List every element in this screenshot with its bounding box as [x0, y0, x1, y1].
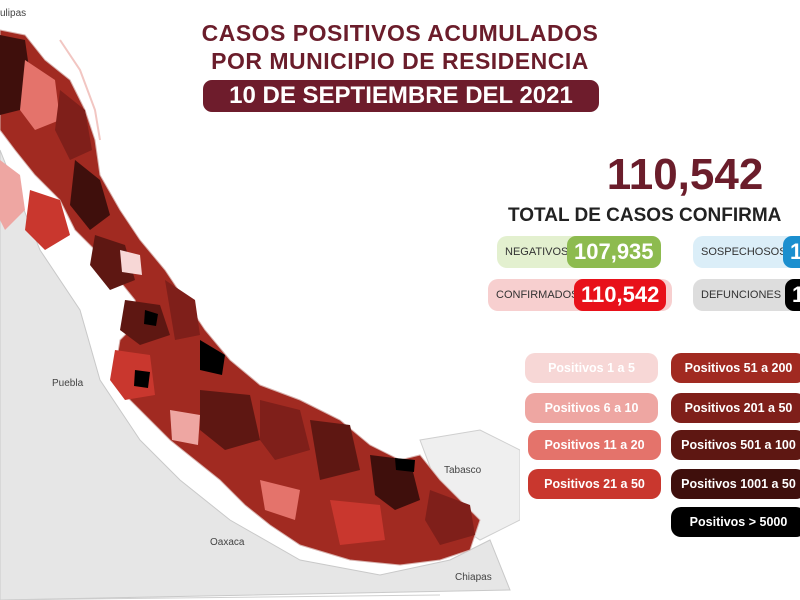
region-orizaba: [110, 350, 155, 400]
stat-defunciones-label: DEFUNCIONES: [701, 289, 782, 301]
stat-confirmados-label: CONFIRMADOS: [496, 289, 579, 301]
region-coatza-a: [310, 420, 360, 480]
veracruz-map: [0, 29, 520, 600]
legend-501-1000: Positivos 501 a 100: [671, 430, 800, 460]
stat-defunciones: DEFUNCIONES 1: [693, 279, 800, 311]
region-far-se: [425, 490, 475, 545]
map-label-chiapas: Chiapas: [455, 572, 492, 583]
legend-11-20: Positivos 11 a 20: [528, 430, 661, 460]
region-coatza-core: [395, 458, 415, 472]
region-west-light: [0, 160, 25, 230]
stat-negativos: NEGATIVOS 107,935: [497, 236, 661, 268]
map-label-oaxaca: Oaxaca: [210, 537, 245, 548]
map-label-puebla: Puebla: [52, 378, 84, 389]
region-veracruz-port: [200, 340, 225, 375]
total-cases-number: 110,542: [606, 150, 764, 199]
title-line-1: CASOS POSITIVOS ACUMULADOS: [201, 20, 599, 46]
coast-lagoon: [59, 39, 101, 141]
region-south-a: [200, 390, 260, 450]
date-banner: 10 DE SEPTIEMBRE DEL 2021: [203, 80, 599, 112]
region-tuxpan: [55, 90, 92, 160]
stat-confirmados: CONFIRMADOS 110,542: [488, 279, 672, 311]
stat-sospechosos-label: SOSPECHOSOS: [701, 246, 787, 258]
region-south-light: [170, 410, 200, 445]
region-orizaba-core: [134, 370, 150, 388]
region-poza-rica: [70, 160, 110, 230]
legend-51-200: Positivos 51 a 200: [671, 353, 800, 383]
region-central-a: [165, 280, 200, 340]
map-label-tabasco: Tabasco: [444, 465, 482, 476]
stat-sospechosos-value: 13: [783, 236, 800, 268]
neighbor-states: [0, 149, 511, 600]
state-border-line: [0, 594, 441, 600]
stat-sospechosos: SOSPECHOSOS 13: [693, 236, 800, 268]
stat-confirmados-value: 110,542: [574, 279, 667, 311]
legend-6-10: Positivos 6 a 10: [525, 393, 658, 423]
stat-defunciones-value: 1: [785, 279, 800, 311]
stat-negativos-label: NEGATIVOS: [505, 246, 569, 258]
title-line-2: POR MUNICIPIO DE RESIDENCIA: [211, 48, 589, 74]
legend-21-50: Positivos 21 a 50: [528, 469, 661, 499]
legend-201-500: Positivos 201 a 50: [671, 393, 800, 423]
region-se-mid: [330, 500, 385, 545]
region-north-mid: [20, 60, 60, 130]
map-label-tamaulipas: ulipas: [0, 8, 27, 19]
total-cases-label: TOTAL DE CASOS CONFIRMA: [508, 205, 782, 226]
region-light-spot: [120, 250, 142, 275]
region-south-b: [260, 400, 310, 460]
region-mid-a: [25, 190, 70, 250]
region-se-light: [260, 480, 300, 520]
legend-1001-5000: Positivos 1001 a 50: [671, 469, 800, 499]
region-xalapa-core: [144, 310, 158, 326]
legend-over-5000: Positivos > 5000: [671, 507, 800, 537]
region-mid-b: [90, 235, 135, 290]
stat-negativos-value: 107,935: [567, 236, 661, 268]
legend-1-5: Positivos 1 a 5: [525, 353, 658, 383]
